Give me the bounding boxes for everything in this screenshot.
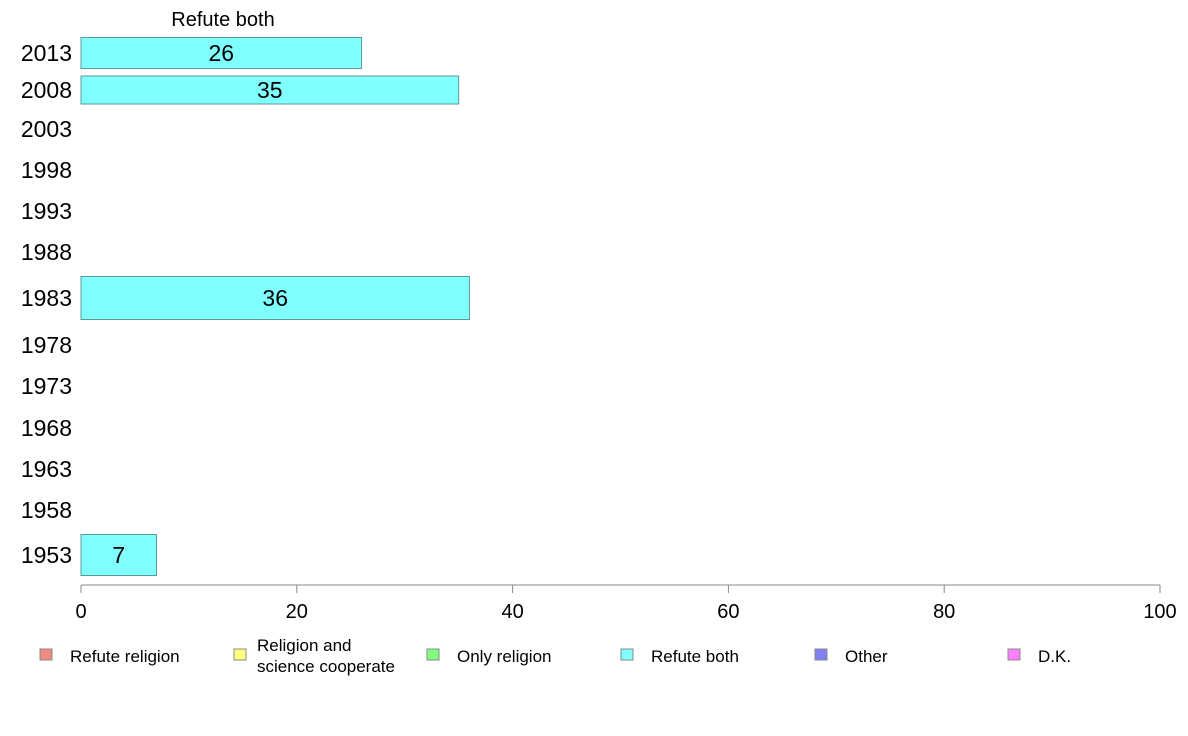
chart-title: Refute both (171, 9, 274, 31)
x-tick-label: 80 (933, 601, 955, 623)
x-tick-label: 100 (1143, 601, 1176, 623)
category-label: 1983 (21, 285, 72, 311)
legend-swatch (620, 648, 634, 661)
category-label: 1993 (21, 198, 72, 224)
legend-label: Refute both (651, 647, 739, 666)
legend-swatch (814, 648, 828, 661)
bar (80, 75, 460, 105)
bar-value-labels: 26 35 36 7 (112, 40, 288, 568)
category-label: 2003 (21, 116, 72, 142)
legend-label: Refute religion (70, 647, 180, 666)
legend-label: Religion and science cooperate (257, 636, 395, 676)
category-label: 1973 (21, 373, 72, 399)
bar-value-label: 26 (208, 40, 234, 66)
bars (80, 37, 470, 576)
bar-value-label: 7 (112, 542, 125, 568)
x-tick-label: 20 (286, 601, 308, 623)
legend-label: Only religion (457, 647, 552, 666)
x-tick-label: 60 (717, 601, 739, 623)
bar-value-label: 35 (257, 77, 283, 103)
category-label: 1963 (21, 456, 72, 482)
x-axis: 0 20 40 60 80 100 (75, 584, 1177, 623)
legend-label: D.K. (1038, 647, 1071, 666)
category-label: 1978 (21, 332, 72, 358)
bar-value-label: 36 (262, 285, 288, 311)
legend-swatch (426, 648, 440, 661)
x-tick-label: 40 (501, 601, 523, 623)
bar (80, 37, 363, 69)
category-label: 2013 (21, 40, 72, 66)
category-label: 1958 (21, 497, 72, 523)
legend-label: Other (845, 647, 888, 666)
category-label: 1953 (21, 542, 72, 568)
category-label: 2008 (21, 77, 72, 103)
x-tick-label: 0 (75, 601, 86, 623)
legend-swatch (233, 648, 247, 661)
legend: Refute religion Religion and science coope… (39, 636, 1071, 676)
category-label: 1998 (21, 157, 72, 183)
category-label: 1988 (21, 239, 72, 265)
category-label: 1968 (21, 415, 72, 441)
category-labels: 2013 2008 2003 1998 1993 1988 1983 1978 1973 1968… (21, 40, 72, 568)
bar (80, 534, 158, 576)
legend-swatch (1007, 648, 1021, 661)
bar (80, 276, 470, 320)
legend-swatch (39, 648, 53, 661)
